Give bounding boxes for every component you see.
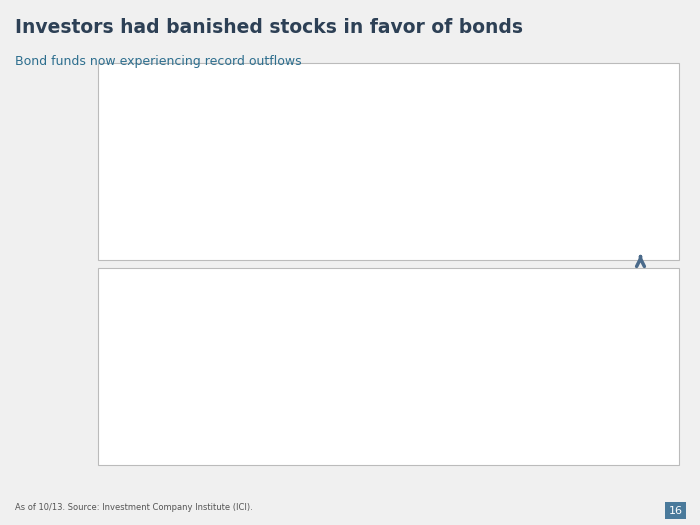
Text: 16: 16: [668, 506, 682, 516]
Bar: [303, 334, 318, 355]
Legend: Domestic Equity Mutual Funds, Total Bond Mutual Funds: Domestic Equity Mutual Funds, Total Bond…: [176, 248, 440, 264]
Bar: [522, 355, 537, 357]
Y-axis label: Net New Cash Flow ($, billions): Net New Cash Flow ($, billions): [140, 309, 148, 428]
Bar: [288, 351, 303, 355]
Bar: [428, 355, 443, 360]
Bar: [397, 340, 412, 355]
Legend: Domestic Equity Mutual Funds, Total Bond Mutual Funds: Domestic Equity Mutual Funds, Total Bond…: [176, 76, 456, 92]
Bar: [631, 355, 646, 378]
Text: Bond funds now experiencing record outflows: Bond funds now experiencing record outfl…: [15, 55, 302, 68]
Bar: [569, 355, 584, 358]
Text: As of 10/13. Source: Investment Company Institute (ICI).: As of 10/13. Source: Investment Company …: [15, 503, 253, 512]
Bar: [256, 329, 271, 355]
Text: Investors had banished stocks in favor of bonds: Investors had banished stocks in favor o…: [15, 18, 524, 37]
Bar: [382, 355, 397, 362]
Bar: [584, 355, 599, 372]
Bar: [350, 342, 365, 355]
Bar: [194, 330, 209, 355]
Y-axis label: Net New Cash Flow -
Cumulative Change ($, billions): Net New Cash Flow - Cumulative Change ($…: [127, 98, 146, 219]
Bar: [537, 355, 552, 394]
Bar: [443, 355, 459, 439]
Bar: [490, 355, 505, 380]
Bar: [475, 345, 490, 355]
Bar: [241, 355, 256, 357]
Bar: [335, 355, 350, 357]
Bar: [209, 311, 224, 355]
Bar: [616, 346, 631, 355]
